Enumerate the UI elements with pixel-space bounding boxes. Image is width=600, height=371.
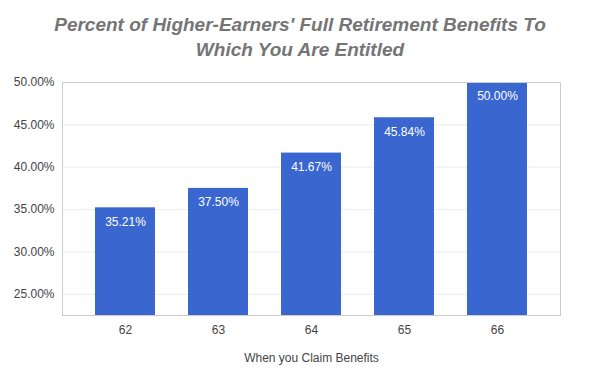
svg-text:41.67%: 41.67% xyxy=(291,160,332,174)
svg-text:65: 65 xyxy=(398,323,412,337)
svg-text:64: 64 xyxy=(305,323,319,337)
svg-text:45.84%: 45.84% xyxy=(384,125,425,139)
svg-text:35.21%: 35.21% xyxy=(105,215,146,229)
svg-text:50.00%: 50.00% xyxy=(14,75,55,89)
svg-text:35.00%: 35.00% xyxy=(14,202,55,216)
svg-text:40.00%: 40.00% xyxy=(14,160,55,174)
svg-text:63: 63 xyxy=(212,323,226,337)
svg-text:25.00%: 25.00% xyxy=(14,287,55,301)
html-text:Percent of Higher-Earners' Ful: Percent of Higher-Earners' Full Retireme… xyxy=(54,14,546,60)
svg-text:37.50%: 37.50% xyxy=(198,195,239,209)
svg-text:66: 66 xyxy=(491,323,505,337)
svg-text:When you Claim Benefits: When you Claim Benefits xyxy=(244,351,379,365)
svg-text:45.00%: 45.00% xyxy=(14,118,55,132)
svg-text:50.00%: 50.00% xyxy=(477,89,518,103)
svg-text:30.00%: 30.00% xyxy=(14,245,55,259)
svg-text:62: 62 xyxy=(119,323,133,337)
